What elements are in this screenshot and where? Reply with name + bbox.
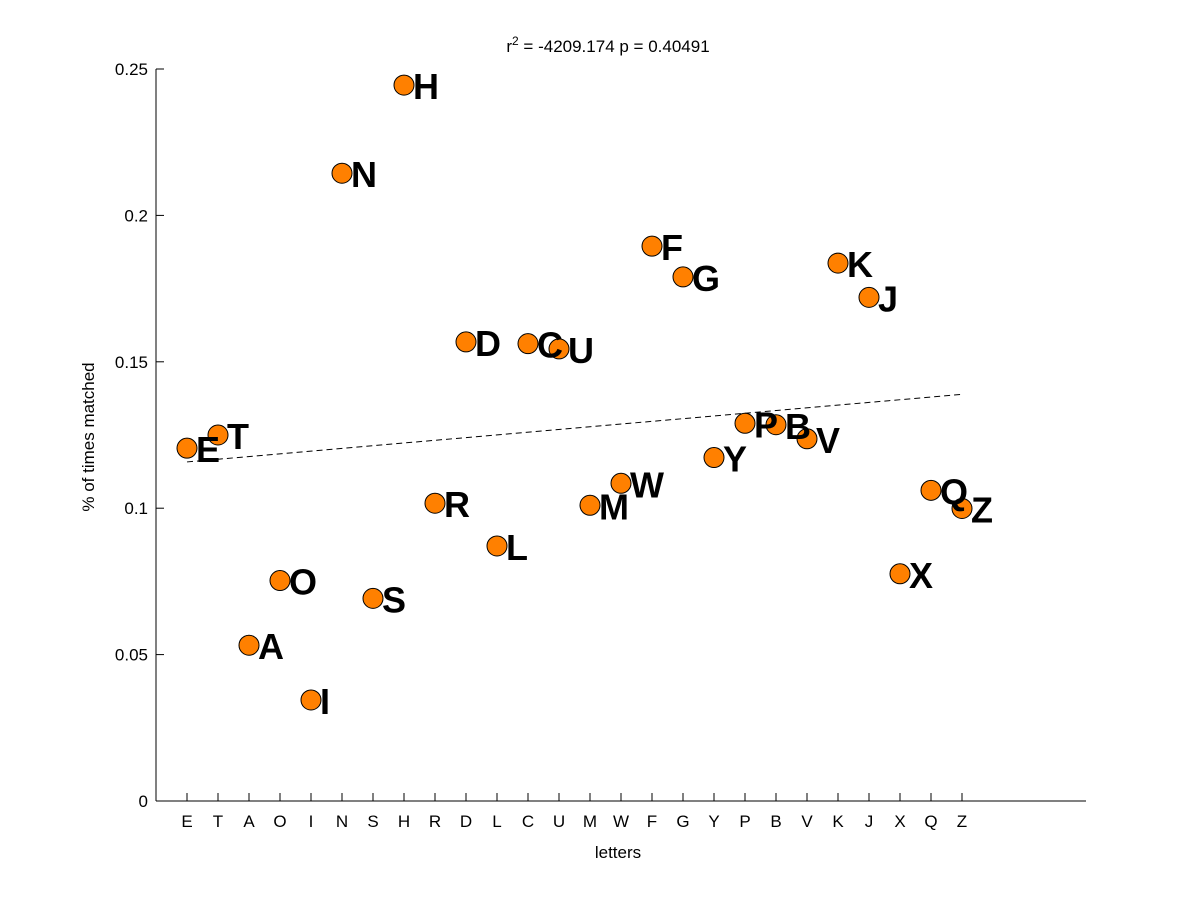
point-label: M — [599, 486, 629, 527]
data-point — [796, 428, 818, 450]
data-point — [269, 570, 291, 592]
x-tick-label: X — [894, 812, 905, 831]
data-point — [858, 286, 880, 308]
data-point — [672, 266, 694, 288]
data-point — [176, 437, 198, 459]
x-tick-label: D — [460, 812, 472, 831]
y-tick-label: 0.2 — [124, 206, 148, 225]
y-tick-label: 0.05 — [115, 646, 148, 665]
point-label: T — [227, 416, 249, 457]
x-tick-label: O — [273, 812, 286, 831]
x-tick-label: T — [213, 812, 223, 831]
data-point — [455, 331, 477, 353]
point-label: Q — [940, 471, 968, 512]
point-label: P — [754, 404, 778, 445]
x-tick-label: L — [492, 812, 501, 831]
data-point — [641, 235, 663, 257]
x-tick-label: J — [865, 812, 874, 831]
x-tick-label: V — [801, 812, 813, 831]
y-tick-label: 0.1 — [124, 499, 148, 518]
point-label: J — [878, 278, 898, 319]
x-tick-label: S — [367, 812, 378, 831]
x-tick-label: B — [770, 812, 781, 831]
x-tick-label: H — [398, 812, 410, 831]
data-point — [362, 587, 384, 609]
point-label: E — [196, 429, 220, 470]
x-tick-label: R — [429, 812, 441, 831]
point-label: Y — [723, 439, 747, 480]
point-label: Z — [971, 489, 993, 530]
point-label: D — [475, 323, 501, 364]
x-tick-label: G — [676, 812, 689, 831]
point-label: B — [785, 406, 811, 447]
data-points — [176, 74, 973, 711]
data-point — [238, 634, 260, 656]
data-point — [300, 689, 322, 711]
x-tick-label: U — [553, 812, 565, 831]
x-tick-label: W — [613, 812, 629, 831]
data-point — [951, 497, 973, 519]
point-label: N — [351, 154, 377, 195]
chart-title: r2 = -4209.174 p = 0.40491 — [506, 34, 709, 56]
data-point — [548, 338, 570, 360]
x-tick-label: I — [309, 812, 314, 831]
x-tick-label: Y — [708, 812, 719, 831]
y-tick-label: 0 — [139, 792, 148, 811]
data-point — [393, 74, 415, 96]
point-label: A — [258, 626, 284, 667]
x-tick-label: F — [647, 812, 657, 831]
point-label: R — [444, 484, 470, 525]
x-tick-label: Z — [957, 812, 967, 831]
x-tick-label: M — [583, 812, 597, 831]
data-point — [331, 162, 353, 184]
point-label: X — [909, 555, 933, 596]
y-axis-label: % of times matched — [79, 362, 98, 511]
data-point — [424, 492, 446, 514]
point-label: C — [537, 325, 563, 366]
point-label: W — [630, 464, 664, 505]
data-point — [889, 563, 911, 585]
data-point — [920, 479, 942, 501]
data-point — [610, 472, 632, 494]
axes: 00.050.10.150.20.25E T A O I N S H R D L C U M W F G Y P B V… — [115, 60, 1086, 831]
point-label: F — [661, 227, 683, 268]
point-label: H — [413, 66, 439, 107]
data-point — [579, 494, 601, 516]
plot-area — [156, 69, 1086, 801]
point-label: U — [568, 330, 594, 371]
y-tick-label: 0.15 — [115, 353, 148, 372]
point-labels: E T AO I N S H R D L C U MW FG YP B V KJ X Q Z — [196, 66, 993, 722]
data-point — [486, 535, 508, 557]
point-label: K — [847, 244, 873, 285]
x-tick-label: K — [832, 812, 844, 831]
point-label: G — [692, 258, 720, 299]
chart-title-rest: = -4209.174 p = 0.40491 — [519, 37, 710, 56]
x-axis-label: letters — [595, 843, 641, 862]
data-point — [703, 447, 725, 469]
chart-title-prefix: r — [506, 37, 512, 56]
data-point — [517, 333, 539, 355]
x-tick-label: Q — [924, 812, 937, 831]
chart-title-superscript: 2 — [512, 34, 519, 48]
x-tick-label: N — [336, 812, 348, 831]
point-label: V — [816, 420, 840, 461]
y-tick-label: 0.25 — [115, 60, 148, 79]
point-label: I — [320, 681, 330, 722]
x-tick-label: C — [522, 812, 534, 831]
data-point — [734, 412, 756, 434]
x-tick-label: P — [739, 812, 750, 831]
x-tick-label: A — [243, 812, 255, 831]
data-point — [207, 424, 229, 446]
point-label: S — [382, 579, 406, 620]
data-point — [765, 414, 787, 436]
point-label: L — [506, 527, 528, 568]
data-point — [827, 252, 849, 274]
x-tick-label: E — [181, 812, 192, 831]
point-label: O — [289, 562, 317, 603]
